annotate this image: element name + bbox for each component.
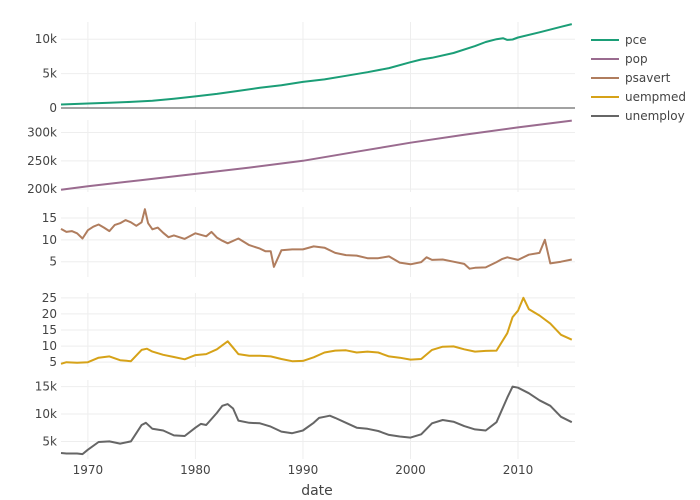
y-tick-label-uempmed: 20 bbox=[42, 307, 57, 321]
legend-item-uempmed[interactable]: uempmed bbox=[591, 90, 686, 104]
legend-label: pop bbox=[625, 52, 648, 66]
y-tick-label-uempmed: 25 bbox=[42, 291, 57, 305]
y-tick-label-uempmed: 5 bbox=[49, 355, 57, 369]
y-tick-label-unemploy: 5k bbox=[42, 434, 57, 448]
y-tick-label-psavert: 10 bbox=[42, 233, 57, 247]
legend-label: uempmed bbox=[625, 90, 686, 104]
y-tick-label-pop: 300k bbox=[27, 125, 57, 139]
subplot-pop: 200k 250k 300k bbox=[27, 119, 575, 196]
series-line-psavert[interactable] bbox=[60, 208, 572, 270]
y-tick-label-pce: 5k bbox=[42, 67, 57, 81]
legend-label: unemploy bbox=[625, 109, 685, 123]
x-tick-label: 2010 bbox=[503, 463, 534, 477]
subplot-unemploy: 5k 10k 15k bbox=[35, 380, 575, 459]
y-tick-label-unemploy: 10k bbox=[35, 407, 57, 421]
legend-item-pop[interactable]: pop bbox=[591, 52, 648, 66]
x-tick-label: 1970 bbox=[73, 463, 104, 477]
legend-label: psavert bbox=[625, 71, 671, 85]
legend[interactable]: pce pop psavert uempmed unemploy bbox=[591, 33, 686, 123]
y-tick-label-pop: 200k bbox=[27, 182, 57, 196]
y-tick-label-unemploy: 15k bbox=[35, 380, 57, 394]
series-line-pce[interactable] bbox=[60, 23, 573, 106]
y-tick-label-pce: 10k bbox=[35, 32, 57, 46]
y-tick-label-pce: 0 bbox=[49, 101, 57, 115]
x-tick-label: 1980 bbox=[180, 463, 211, 477]
legend-item-unemploy[interactable]: unemploy bbox=[591, 109, 685, 123]
subplot-psavert: 5 10 15 bbox=[42, 207, 575, 277]
y-tick-label-pop: 250k bbox=[27, 154, 57, 168]
series-line-unemploy[interactable] bbox=[60, 385, 573, 456]
x-axis-title: date bbox=[301, 483, 333, 499]
subplot-pce: 0 5k 10k bbox=[35, 22, 575, 115]
legend-item-pce[interactable]: pce bbox=[591, 33, 647, 47]
y-tick-label-uempmed: 15 bbox=[42, 323, 57, 337]
y-tick-label-uempmed: 10 bbox=[42, 339, 57, 353]
x-axis: 1970 1980 1990 2000 2010 bbox=[73, 463, 534, 477]
legend-label: pce bbox=[625, 33, 647, 47]
series-line-uempmed[interactable] bbox=[60, 296, 573, 365]
subplot-panels: 0 5k 10k 200k 250k 300k 5 10 15 5 10 15 20 25 5k 10k 15k bbox=[27, 22, 575, 459]
series-line-pop[interactable] bbox=[60, 119, 572, 191]
legend-item-psavert[interactable]: psavert bbox=[591, 71, 671, 85]
x-tick-label: 2000 bbox=[395, 463, 426, 477]
y-tick-label-psavert: 15 bbox=[42, 211, 57, 225]
y-tick-label-psavert: 5 bbox=[49, 255, 57, 269]
x-tick-label: 1990 bbox=[288, 463, 319, 477]
subplot-uempmed: 5 10 15 20 25 bbox=[42, 291, 575, 369]
